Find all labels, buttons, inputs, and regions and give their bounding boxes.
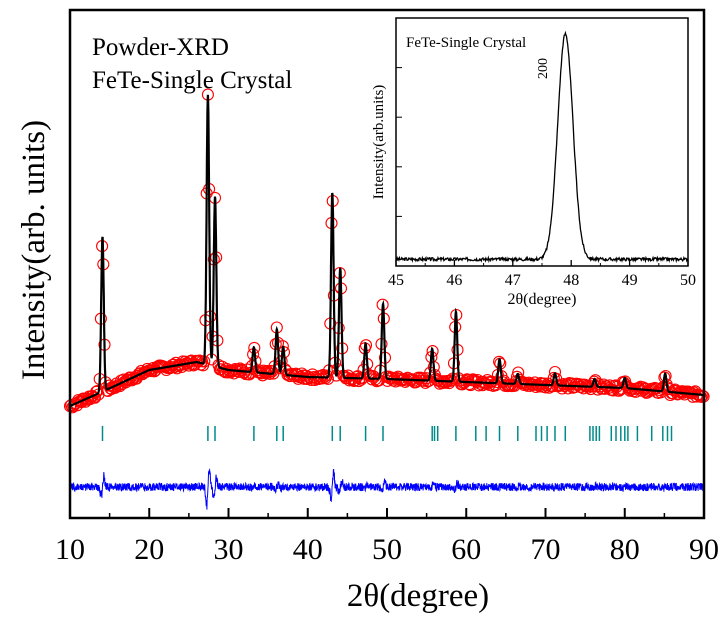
inset-peak-line [395, 30, 689, 264]
x-tick-label: 90 [689, 533, 719, 566]
annotation-powder-xrd: Powder-XRD [92, 34, 229, 61]
observed-point [462, 373, 475, 386]
inset-background [396, 18, 688, 266]
main-x-ticks: 10 20 30 40 50 60 70 80 90 [55, 508, 719, 566]
difference-curve [69, 468, 705, 510]
main-plot: 10 20 30 40 50 60 70 80 90 Powder-XRD FeTe-Singl… [16, 8, 719, 614]
inset-plot: 45 46 47 48 49 50 FeTe-Single Crystal 200 2θ(… [371, 17, 696, 308]
y-axis-label: Intensity(arb. units) [16, 120, 52, 380]
observed-point [419, 376, 432, 389]
inset-x-tick-label: 45 [388, 272, 404, 289]
x-tick-label: 70 [531, 533, 561, 566]
inset-x-tick-label: 50 [680, 272, 696, 289]
inset-series-layer [395, 30, 689, 264]
inset-peak-label-200: 200 [536, 58, 551, 79]
observed-point [548, 365, 562, 379]
annotation-fete-single-crystal: FeTe-Single Crystal [92, 67, 292, 94]
x-tick-label: 10 [55, 533, 85, 566]
x-tick-label: 50 [372, 533, 402, 566]
observed-point [676, 385, 689, 398]
observed-point [623, 384, 636, 397]
x-tick-label: 80 [610, 533, 640, 566]
main-series-layer [63, 88, 710, 510]
calculated-profile-line [69, 94, 705, 407]
inset-annotation-title: FeTe-Single Crystal [406, 35, 526, 51]
inset-x-tick-label: 46 [446, 272, 462, 289]
inset-x-tick-label: 49 [622, 272, 638, 289]
x-tick-label: 20 [134, 533, 164, 566]
x-tick-label: 60 [451, 533, 481, 566]
observed-point [106, 380, 119, 393]
inset-x-axis-label: 2θ(degree) [508, 291, 577, 308]
inset-y-axis-label: Intensity(arb.units) [371, 85, 387, 200]
inset-x-tick-label: 47 [505, 272, 521, 289]
inset-x-ticks: 45 46 47 48 49 50 [388, 17, 696, 289]
observed-point [696, 389, 709, 402]
bragg-positions [101, 426, 705, 441]
inset-x-tick-label: 48 [563, 272, 579, 289]
x-tick-label: 30 [214, 533, 244, 566]
x-axis-label: 2θ(degree) [347, 578, 489, 614]
x-tick-label: 40 [293, 533, 323, 566]
